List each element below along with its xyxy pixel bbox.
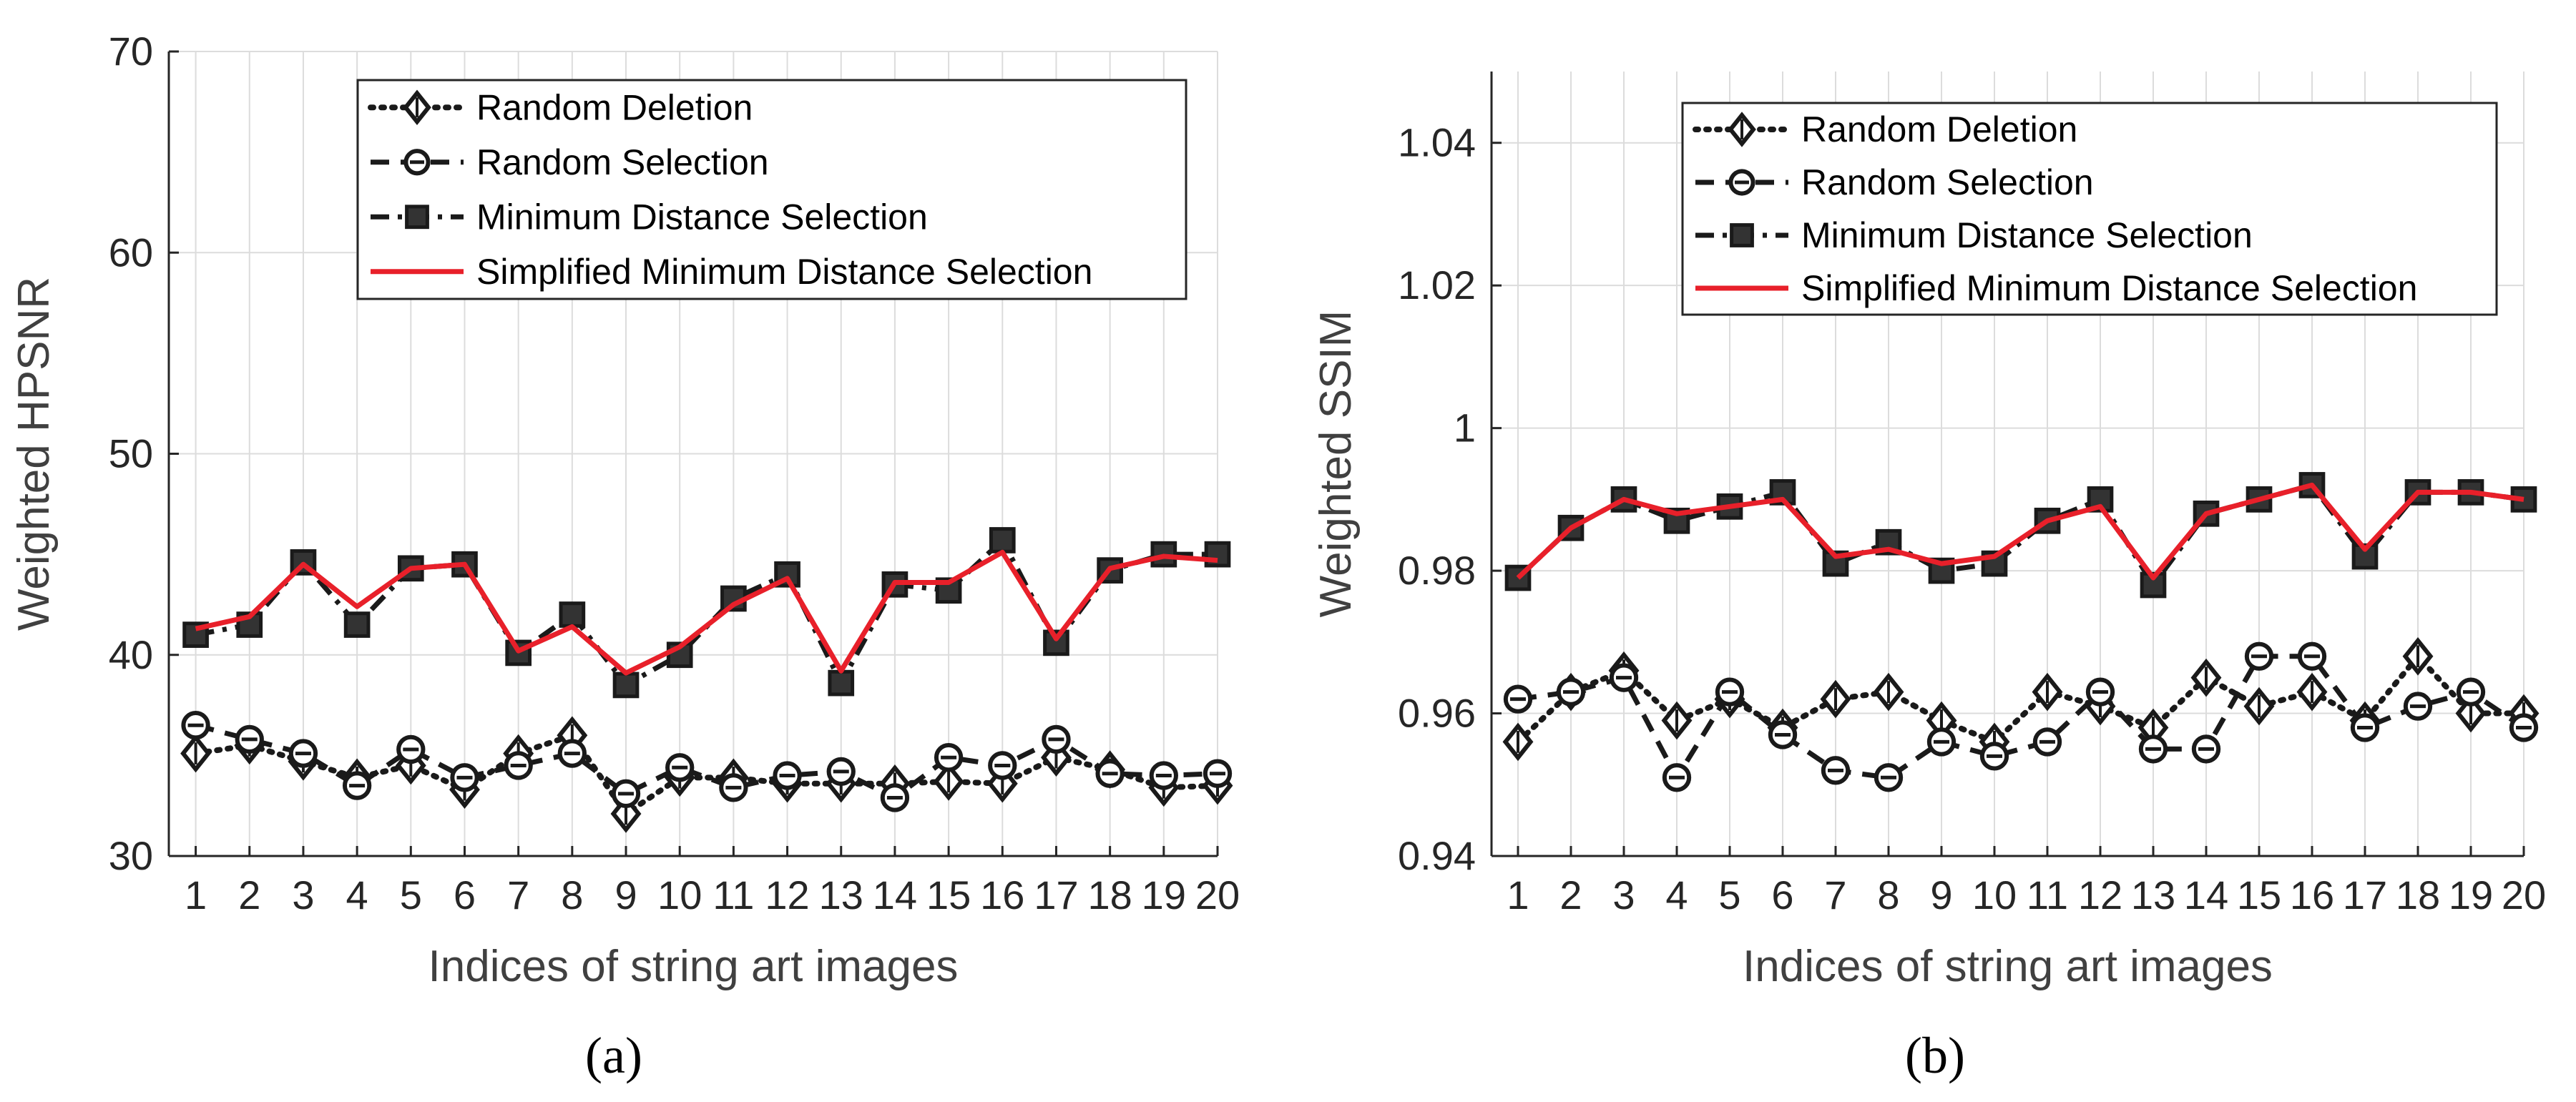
x-tick-label: 3 <box>1612 872 1635 917</box>
y-axis-label: Weighted SSIM <box>1311 310 1361 618</box>
x-tick-label: 10 <box>1972 872 2017 917</box>
x-axis-label: Indices of string art images <box>1743 942 2273 991</box>
x-tick-label: 13 <box>819 872 863 917</box>
legend-label: Random Deletion <box>476 87 753 127</box>
x-tick-label: 11 <box>2027 872 2068 917</box>
series-simplified-minimum-distance-selection <box>1516 482 2524 581</box>
x-tick-label: 16 <box>980 872 1024 917</box>
data-point <box>828 669 855 697</box>
legend-marker <box>1730 223 1754 247</box>
x-tick-label: 18 <box>2396 872 2440 917</box>
x-tick-label: 20 <box>1195 872 1240 917</box>
y-tick-label: 0.94 <box>1398 833 1476 878</box>
series-line <box>1517 654 2525 780</box>
x-tick-label: 18 <box>1087 872 1132 917</box>
legend-box <box>1681 102 2498 316</box>
x-tick-label: 9 <box>614 872 637 917</box>
x-tick-label: 11 <box>712 872 754 917</box>
x-tick-label: 9 <box>1930 872 1952 917</box>
x-tick-label: 10 <box>657 872 702 917</box>
x-tick-label: 6 <box>454 872 476 917</box>
y-tick-label: 40 <box>109 632 153 677</box>
x-tick-label: 12 <box>2078 872 2122 917</box>
x-tick-label: 4 <box>1665 872 1688 917</box>
legend-label: Random Deletion <box>1801 109 2077 149</box>
y-tick-label: 0.98 <box>1398 548 1476 593</box>
x-tick-label: 13 <box>2131 872 2175 917</box>
x-tick-label: 8 <box>561 872 583 917</box>
data-point <box>343 611 371 638</box>
series-random-deletion <box>1502 636 2540 762</box>
x-tick-label: 5 <box>1718 872 1740 917</box>
x-tick-label: 1 <box>185 872 207 917</box>
x-tick-label: 14 <box>2184 872 2228 917</box>
y-tick-label: 60 <box>109 230 153 275</box>
x-tick-label: 19 <box>2449 872 2493 917</box>
y-tick-label: 1 <box>1454 405 1476 451</box>
series-random-selection <box>181 711 1233 812</box>
data-point <box>989 527 1016 554</box>
data-point <box>1150 541 1177 568</box>
x-axis-label: Indices of string art images <box>428 942 959 991</box>
legend: Random Deletion Random Selection Minimum D… <box>356 79 1187 300</box>
y-tick-label: 70 <box>109 29 153 74</box>
chart-panel-2: 1 2 3 4 5 6 7 8 9 10 11 12 13 14 15 16 17 18 19 200.940.960… <box>1311 72 2546 1084</box>
x-tick-label: 2 <box>1559 872 1582 917</box>
legend-marker <box>405 205 429 230</box>
x-tick-label: 15 <box>2237 872 2281 917</box>
x-tick-label: 3 <box>292 872 314 917</box>
legend-box <box>356 79 1187 300</box>
x-tick-label: 4 <box>346 872 368 917</box>
y-tick-label: 1.02 <box>1398 262 1476 308</box>
x-tick-label: 8 <box>1877 872 1899 917</box>
panel-caption: (a) <box>585 1027 642 1084</box>
x-tick-label: 20 <box>2502 872 2546 917</box>
x-tick-label: 2 <box>238 872 260 917</box>
data-point <box>559 601 586 628</box>
chart-panel-1: 1 2 3 4 5 6 7 8 9 10 11 12 13 14 15 16 17 18 19 20304050607… <box>9 29 1240 1084</box>
series-line <box>1516 482 2524 581</box>
x-tick-label: 17 <box>1034 872 1078 917</box>
series-line <box>195 549 1218 676</box>
x-tick-label: 1 <box>1507 872 1529 917</box>
y-tick-label: 50 <box>109 431 153 476</box>
y-tick-label: 1.04 <box>1398 120 1476 165</box>
legend-label: Minimum Distance Selection <box>1801 215 2253 255</box>
legend-label: Simplified Minimum Distance Selection <box>1801 268 2417 308</box>
x-tick-label: 14 <box>873 872 917 917</box>
series-simplified-minimum-distance-selection <box>195 549 1218 676</box>
data-point <box>1204 541 1231 568</box>
x-tick-label: 16 <box>2290 872 2334 917</box>
series-random-selection <box>1503 641 2539 792</box>
x-tick-label: 19 <box>1142 872 1186 917</box>
x-tick-label: 12 <box>765 872 809 917</box>
y-tick-label: 0.96 <box>1398 691 1476 736</box>
x-tick-label: 7 <box>1824 872 1846 917</box>
legend-label: Simplified Minimum Distance Selection <box>476 252 1092 292</box>
x-tick-label: 15 <box>926 872 971 917</box>
y-axis-label: Weighted HPSNR <box>9 277 59 631</box>
panel-caption: (b) <box>1905 1027 1965 1084</box>
legend-label: Minimum Distance Selection <box>476 197 928 237</box>
x-tick-label: 17 <box>2343 872 2387 917</box>
data-point <box>612 671 640 699</box>
x-tick-label: 6 <box>1771 872 1793 917</box>
legend-label: Random Selection <box>1801 162 2094 202</box>
x-tick-label: 7 <box>507 872 529 917</box>
legend: Random Deletion Random Selection Minimum D… <box>1681 102 2498 316</box>
legend-label: Random Selection <box>476 142 769 182</box>
x-tick-label: 5 <box>400 872 422 917</box>
y-tick-label: 30 <box>109 833 153 878</box>
